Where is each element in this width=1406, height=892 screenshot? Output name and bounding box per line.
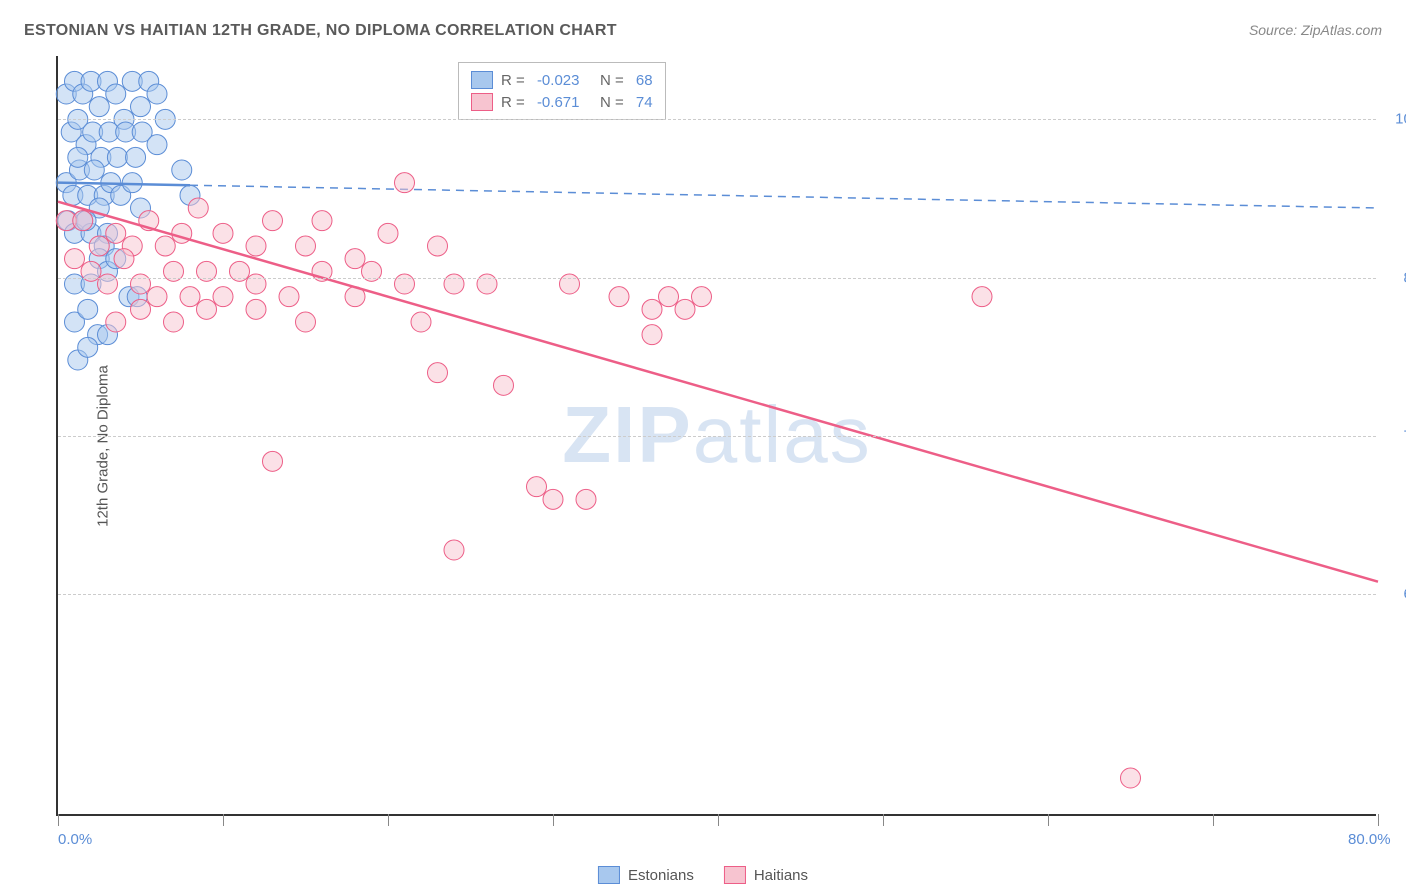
series-legend-label: Haitians — [754, 867, 808, 884]
series-legend-item: Estonians — [598, 866, 694, 884]
xtick — [553, 814, 554, 826]
scatter-point — [444, 540, 464, 560]
scatter-point — [279, 287, 299, 307]
legend-row: R = -0.671 N = 74 — [471, 91, 653, 113]
scatter-point — [246, 236, 266, 256]
scatter-point — [122, 173, 142, 193]
xtick — [58, 814, 59, 826]
scatter-point — [213, 223, 233, 243]
legend-r-value: -0.023 — [537, 72, 580, 89]
legend-swatch — [724, 866, 746, 884]
scatter-point — [106, 223, 126, 243]
scatter-point — [188, 198, 208, 218]
scatter-point — [114, 249, 134, 269]
scatter-point — [147, 84, 167, 104]
scatter-point — [345, 249, 365, 269]
legend-n-label: N = — [587, 94, 627, 111]
legend-swatch — [598, 866, 620, 884]
gridline-h — [58, 594, 1376, 595]
scatter-point — [263, 451, 283, 471]
xtick-label: 0.0% — [58, 831, 92, 848]
xtick — [1378, 814, 1379, 826]
scatter-point — [411, 312, 431, 332]
scatter-point — [197, 299, 217, 319]
source-attribution: Source: ZipAtlas.com — [1249, 22, 1382, 38]
scatter-point — [68, 147, 88, 167]
scatter-point — [263, 211, 283, 231]
legend-n-value: 74 — [636, 94, 653, 111]
xtick — [388, 814, 389, 826]
scatter-point — [155, 236, 175, 256]
legend-swatch — [471, 71, 493, 89]
scatter-point — [378, 223, 398, 243]
scatter-point — [609, 287, 629, 307]
chart-container: ESTONIAN VS HAITIAN 12TH GRADE, NO DIPLO… — [0, 0, 1406, 892]
regression-line-solid — [58, 183, 190, 186]
xtick — [1213, 814, 1214, 826]
scatter-point — [659, 287, 679, 307]
xtick-label: 80.0% — [1348, 831, 1391, 848]
scatter-point — [543, 489, 563, 509]
scatter-point — [246, 299, 266, 319]
series-legend: Estonians Haitians — [598, 866, 808, 884]
scatter-point — [172, 160, 192, 180]
legend-r-label: R = — [501, 94, 529, 111]
stats-legend: R = -0.023 N = 68 R = -0.671 N = 74 — [458, 62, 666, 120]
scatter-point — [494, 375, 514, 395]
gridline-h — [58, 278, 1376, 279]
scatter-point — [296, 236, 316, 256]
scatter-point — [213, 287, 233, 307]
xtick — [223, 814, 224, 826]
legend-r-label: R = — [501, 72, 529, 89]
scatter-point — [692, 287, 712, 307]
scatter-point — [1121, 768, 1141, 788]
scatter-point — [89, 97, 109, 117]
regression-line-dashed — [190, 185, 1378, 208]
regression-line-solid — [58, 202, 1378, 582]
scatter-point — [642, 299, 662, 319]
scatter-point — [106, 312, 126, 332]
series-legend-label: Estonians — [628, 867, 694, 884]
legend-n-value: 68 — [636, 72, 653, 89]
scatter-point — [395, 173, 415, 193]
scatter-point — [73, 211, 93, 231]
scatter-point — [642, 325, 662, 345]
chart-svg — [58, 56, 1376, 814]
plot-area: ZIPatlas R = -0.023 N = 68 R = -0.671 N … — [56, 56, 1376, 816]
scatter-point — [106, 84, 126, 104]
scatter-point — [180, 287, 200, 307]
gridline-h — [58, 119, 1376, 120]
scatter-point — [428, 363, 448, 383]
xtick — [883, 814, 884, 826]
scatter-point — [78, 337, 98, 357]
scatter-point — [312, 211, 332, 231]
scatter-point — [107, 147, 127, 167]
xtick — [718, 814, 719, 826]
scatter-point — [131, 97, 151, 117]
scatter-point — [65, 249, 85, 269]
gridline-h — [58, 436, 1376, 437]
scatter-point — [972, 287, 992, 307]
scatter-point — [675, 299, 695, 319]
scatter-point — [576, 489, 596, 509]
scatter-point — [527, 477, 547, 497]
scatter-point — [78, 299, 98, 319]
series-legend-item: Haitians — [724, 866, 808, 884]
scatter-point — [84, 160, 104, 180]
xtick — [1048, 814, 1049, 826]
legend-r-value: -0.671 — [537, 94, 580, 111]
scatter-point — [164, 312, 184, 332]
ytick-label: 100.0% — [1395, 111, 1406, 128]
scatter-point — [428, 236, 448, 256]
chart-title: ESTONIAN VS HAITIAN 12TH GRADE, NO DIPLO… — [24, 22, 617, 40]
legend-row: R = -0.023 N = 68 — [471, 69, 653, 91]
scatter-point — [147, 135, 167, 155]
scatter-point — [296, 312, 316, 332]
scatter-point — [126, 147, 146, 167]
scatter-point — [89, 236, 109, 256]
legend-swatch — [471, 93, 493, 111]
scatter-point — [131, 299, 151, 319]
legend-n-label: N = — [587, 72, 627, 89]
scatter-point — [147, 287, 167, 307]
